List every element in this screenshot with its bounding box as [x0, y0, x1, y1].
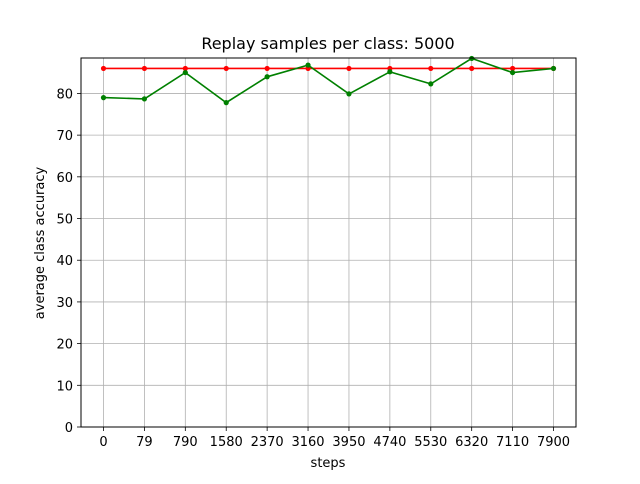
x-tick-label: 2370: [251, 435, 284, 450]
data-point-baseline: [182, 65, 188, 72]
data-point-baseline: [100, 65, 107, 72]
data-point-baseline: [141, 65, 148, 72]
x-tick-label: 0: [99, 435, 107, 450]
data-point-baseline: [223, 65, 229, 72]
chart-title: Replay samples per class: 5000: [201, 34, 454, 53]
y-tick-label: 50: [56, 213, 73, 228]
data-point-replay: [509, 69, 516, 76]
data-point-replay: [305, 62, 311, 68]
series-line-replay: [103, 57, 554, 104]
data-point-baseline: [428, 65, 434, 72]
x-tick-label: 4740: [373, 435, 406, 450]
x-tick-label: 3950: [332, 435, 365, 450]
series-group: [100, 55, 557, 106]
data-point-baseline: [509, 65, 516, 72]
data-point-replay: [387, 69, 393, 75]
data-point-replay: [141, 96, 148, 102]
data-point-baseline: [264, 65, 270, 72]
y-tick-label: 10: [56, 379, 73, 394]
y-tick-label: 70: [56, 129, 73, 144]
x-tick-label: 5530: [414, 435, 447, 450]
data-point-replay: [428, 81, 434, 87]
y-tick-label: 0: [65, 421, 73, 436]
data-point-replay: [223, 100, 229, 106]
x-tick-label: 1580: [210, 435, 243, 450]
data-point-baseline: [346, 65, 352, 72]
data-point-replay: [346, 91, 352, 97]
x-tick-label: 7900: [537, 435, 570, 450]
y-tick-label: 60: [56, 171, 73, 186]
y-tick-label: 20: [56, 338, 73, 353]
plot-frame: [80, 57, 577, 428]
x-tick-label: 6320: [455, 435, 488, 450]
data-point-replay: [100, 95, 107, 101]
data-point-baseline: [469, 65, 475, 72]
x-tick-label: 79: [136, 435, 153, 450]
x-tick-label: 7110: [496, 435, 529, 450]
y-tick-label: 40: [56, 254, 73, 269]
x-tick-label: 790: [173, 435, 198, 450]
y-tick-label: 80: [56, 87, 73, 102]
data-point-replay: [182, 69, 188, 76]
y-tick-label: 30: [56, 296, 73, 311]
data-point-replay: [264, 74, 270, 80]
y-axis-label: average class accuracy: [33, 166, 48, 319]
data-point-replay: [550, 65, 557, 72]
axis-ticks: 0 79 790 1580 2370 3160 3950 4740 5530 6320 7110 79…: [56, 87, 570, 450]
x-tick-label: 3160: [291, 435, 324, 450]
x-axis-label: steps: [311, 456, 346, 471]
